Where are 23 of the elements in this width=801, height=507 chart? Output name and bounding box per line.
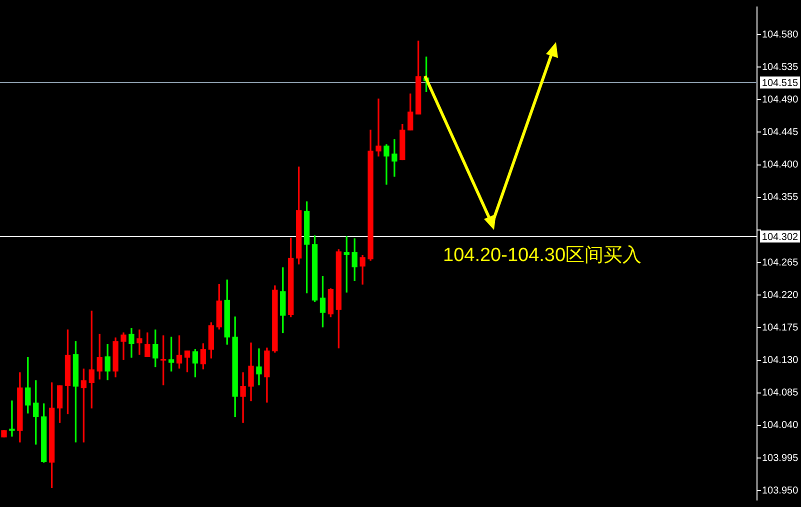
y-tick-label: 104.220 bbox=[762, 290, 799, 301]
candlestick bbox=[392, 139, 398, 177]
y-tick-label: 103.995 bbox=[762, 452, 799, 464]
y-tick-label: 104.175 bbox=[762, 322, 799, 334]
y-tick-label: 104.265 bbox=[762, 257, 799, 268]
y-tick-label: 104.535 bbox=[762, 62, 799, 73]
y-tick-label: 104.130 bbox=[762, 355, 799, 366]
candlestick bbox=[256, 348, 262, 386]
candlestick bbox=[376, 98, 382, 156]
candlestick bbox=[240, 372, 246, 423]
y-tick-label: 104.400 bbox=[762, 160, 799, 171]
y-tick-label: 104.445 bbox=[762, 126, 799, 138]
ref-line-label: 104.302 bbox=[762, 232, 799, 243]
ref-line-label: 104.515 bbox=[762, 78, 799, 89]
candlestick bbox=[9, 400, 15, 437]
y-tick-label: 104.490 bbox=[762, 94, 799, 106]
y-tick-label: 104.355 bbox=[762, 192, 799, 204]
candlestick bbox=[136, 330, 142, 355]
annotation: 104.20-104.30区间买入 bbox=[443, 245, 642, 266]
y-tick-label: 104.580 bbox=[762, 29, 799, 40]
y-tick-label: 104.040 bbox=[762, 420, 799, 432]
y-tick-label: 104.085 bbox=[762, 388, 799, 399]
y-tick-label: 103.950 bbox=[762, 485, 799, 496]
